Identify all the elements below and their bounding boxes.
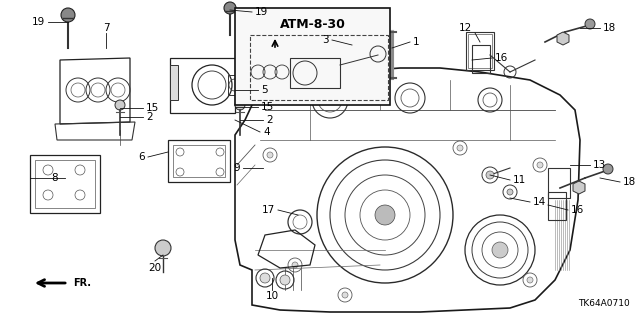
Text: 14: 14 xyxy=(533,197,547,207)
Text: ATM-8-30: ATM-8-30 xyxy=(280,18,346,31)
Text: 17: 17 xyxy=(262,205,275,215)
Text: 7: 7 xyxy=(102,23,109,33)
Text: 20: 20 xyxy=(148,263,161,273)
Bar xyxy=(250,35,388,100)
Circle shape xyxy=(235,100,245,110)
Bar xyxy=(35,160,95,208)
Circle shape xyxy=(507,189,513,195)
Circle shape xyxy=(527,277,533,283)
Text: 6: 6 xyxy=(138,152,145,162)
Circle shape xyxy=(267,152,273,158)
Text: 16: 16 xyxy=(495,53,508,63)
Circle shape xyxy=(155,240,171,256)
Text: 8: 8 xyxy=(52,173,58,183)
Text: 4: 4 xyxy=(263,127,269,137)
Text: 19: 19 xyxy=(255,7,268,17)
Text: 13: 13 xyxy=(593,160,606,170)
Bar xyxy=(168,140,230,182)
Text: 2: 2 xyxy=(266,115,273,125)
Text: 11: 11 xyxy=(513,175,526,185)
Polygon shape xyxy=(557,32,569,45)
Bar xyxy=(228,75,253,95)
Circle shape xyxy=(585,19,595,29)
Circle shape xyxy=(292,262,298,268)
Bar xyxy=(466,32,494,70)
Text: TK64A0710: TK64A0710 xyxy=(579,299,630,308)
Text: 10: 10 xyxy=(266,291,278,301)
Text: 15: 15 xyxy=(146,103,159,113)
Circle shape xyxy=(115,100,125,110)
Circle shape xyxy=(603,164,613,174)
Text: 2: 2 xyxy=(146,112,152,122)
Text: 18: 18 xyxy=(623,177,636,187)
Text: 16: 16 xyxy=(571,205,584,215)
Bar xyxy=(170,65,178,100)
Bar xyxy=(472,45,490,73)
Circle shape xyxy=(486,171,494,179)
Circle shape xyxy=(492,242,508,258)
Bar xyxy=(548,168,570,198)
Bar xyxy=(548,192,566,220)
Text: 9: 9 xyxy=(234,163,240,173)
Text: 18: 18 xyxy=(603,23,616,33)
Bar xyxy=(170,58,235,113)
Circle shape xyxy=(61,8,75,22)
Circle shape xyxy=(342,292,348,298)
Circle shape xyxy=(224,2,236,14)
Polygon shape xyxy=(573,181,585,194)
Circle shape xyxy=(457,145,463,151)
Circle shape xyxy=(280,275,290,285)
Text: 12: 12 xyxy=(458,23,472,33)
Text: 3: 3 xyxy=(323,35,329,45)
Text: 15: 15 xyxy=(261,102,275,112)
Bar xyxy=(30,155,100,213)
Bar xyxy=(468,34,492,68)
Text: 5: 5 xyxy=(261,85,268,95)
Circle shape xyxy=(537,162,543,168)
Text: FR.: FR. xyxy=(73,278,91,288)
Bar xyxy=(173,145,225,177)
Bar xyxy=(290,58,340,88)
Text: 1: 1 xyxy=(413,37,420,47)
Bar xyxy=(235,8,390,105)
Circle shape xyxy=(260,273,270,283)
Circle shape xyxy=(375,205,395,225)
Text: 19: 19 xyxy=(32,17,45,27)
